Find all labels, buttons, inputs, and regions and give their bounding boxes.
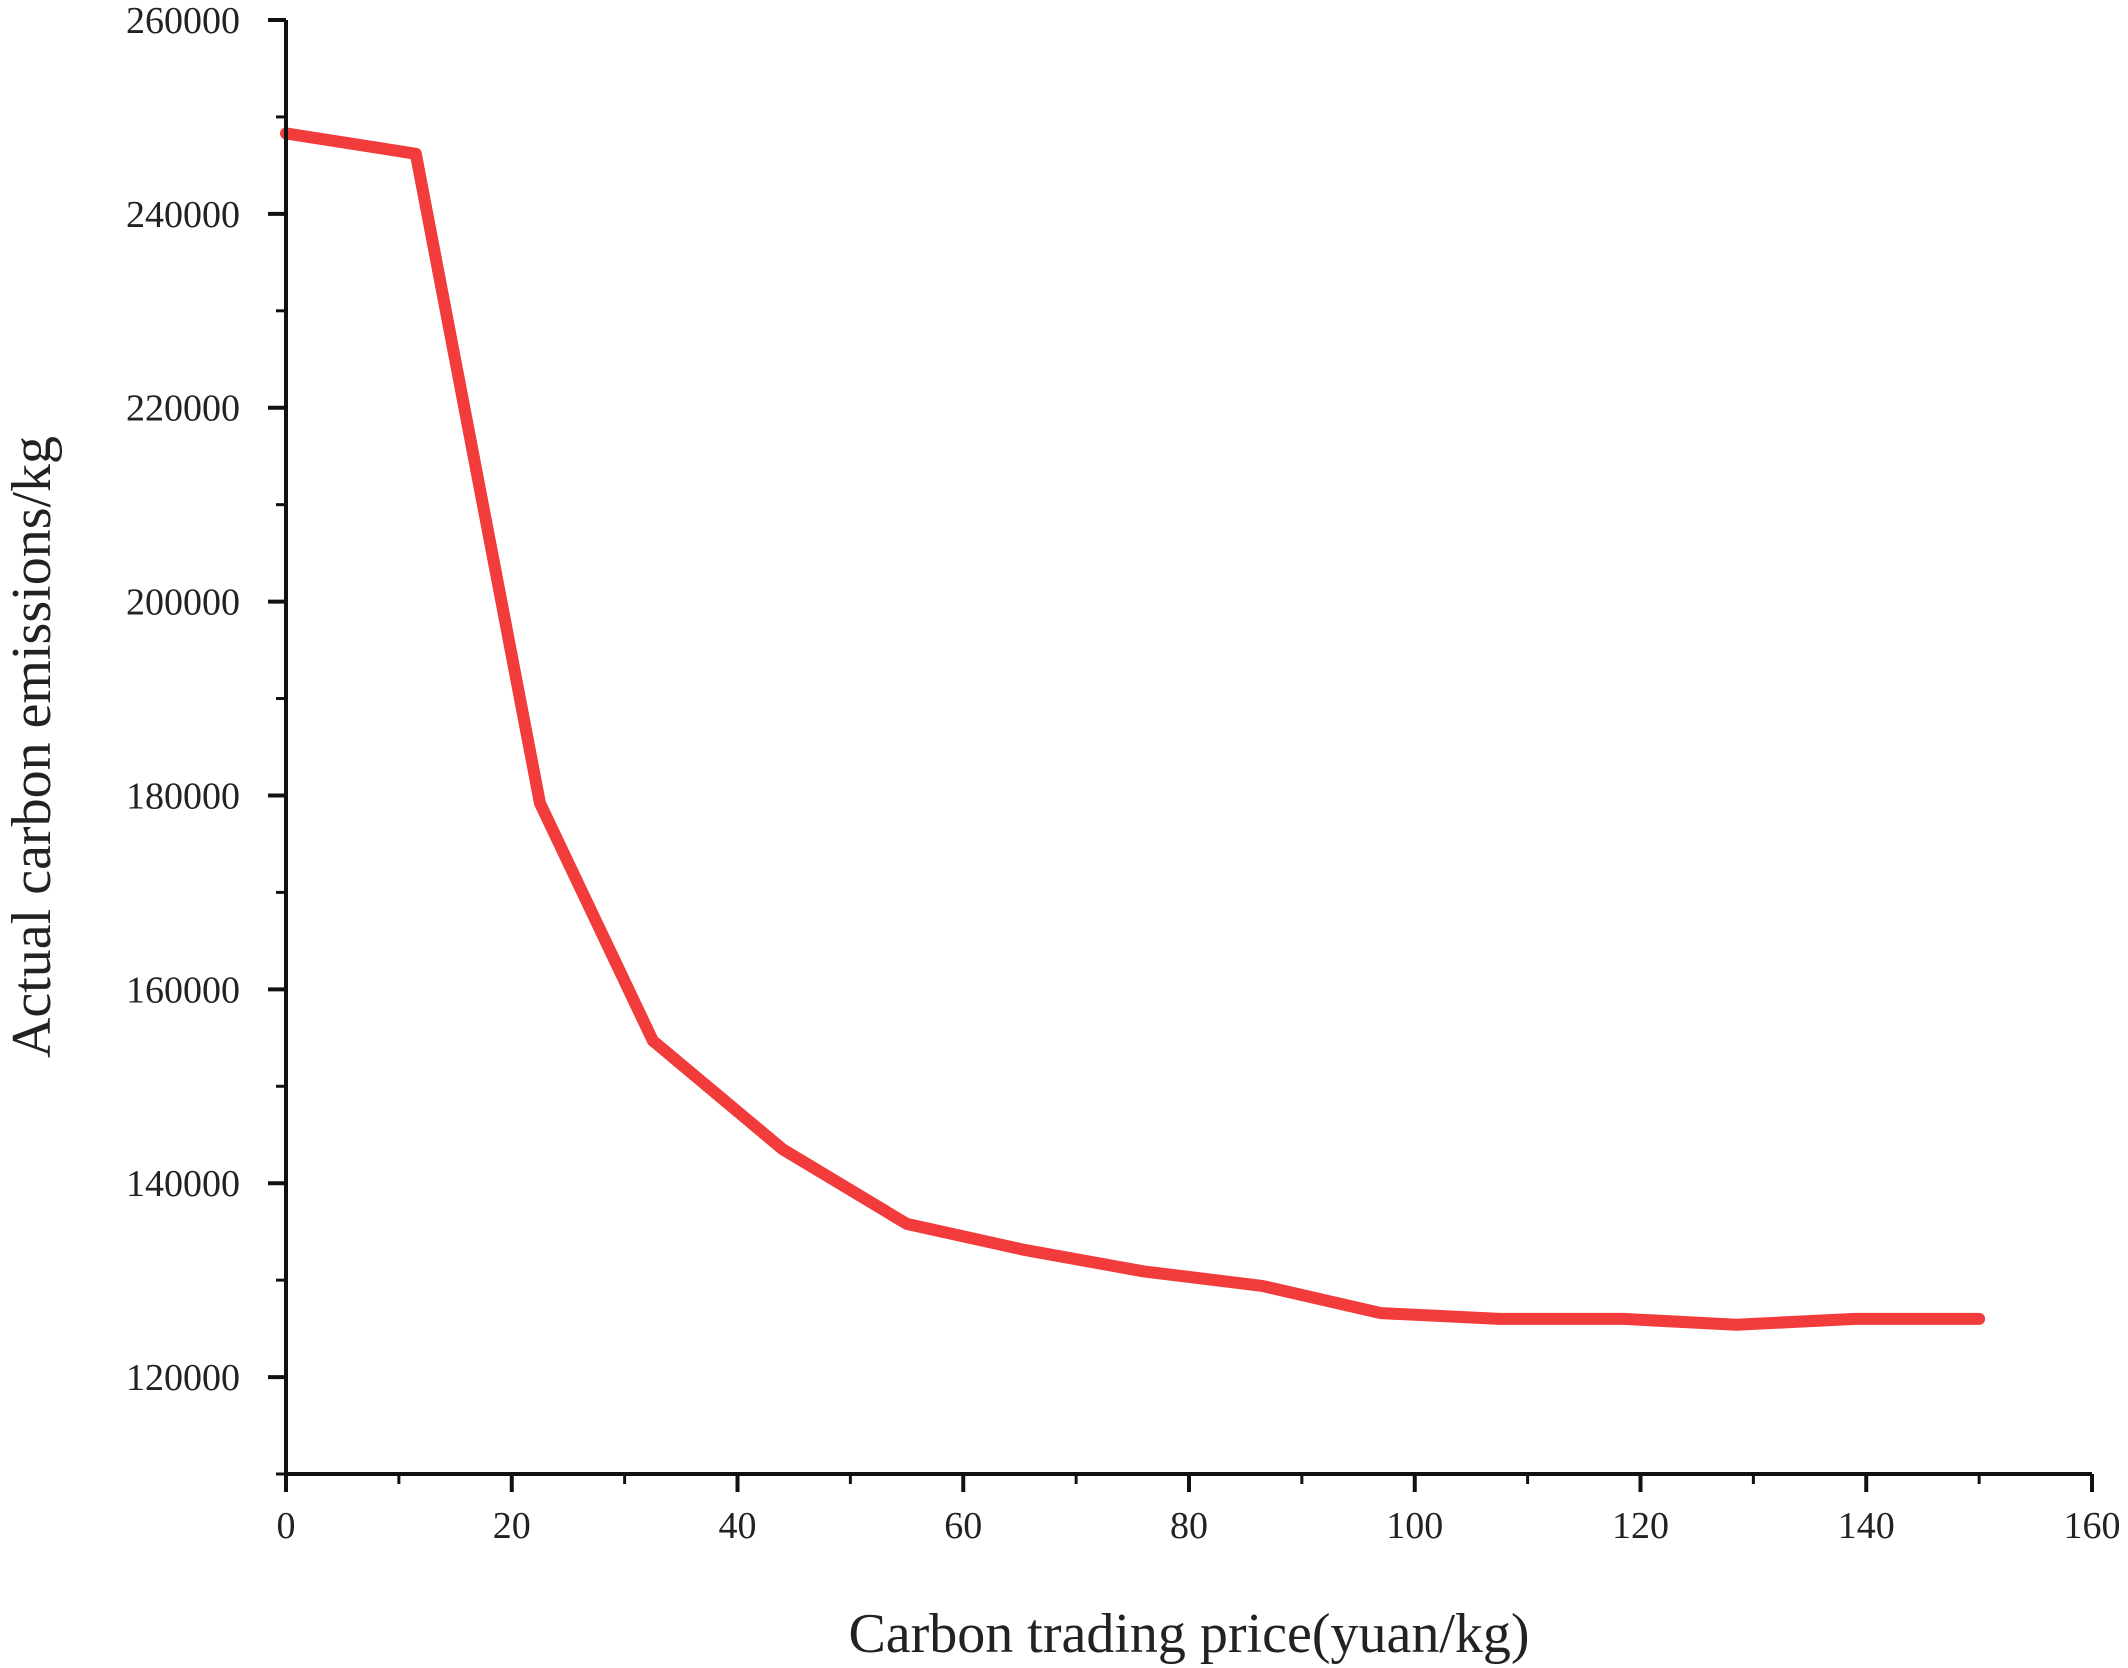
x-axis-title: Carbon trading price(yuan/kg)	[848, 1603, 1529, 1665]
x-tick-label: 60	[944, 1505, 982, 1547]
x-tick-label: 100	[1386, 1505, 1443, 1547]
series-line	[280, 127, 1986, 1331]
y-tick-labels: 120000 140000 160000 180000 200000 220000 2400…	[126, 0, 240, 1399]
x-tick-label: 120	[1612, 1505, 1669, 1547]
x-tick-label: 20	[493, 1505, 531, 1547]
y-major-ticks	[268, 18, 286, 1380]
x-tick-label: 80	[1170, 1505, 1208, 1547]
y-minor-ticks	[276, 115, 286, 1476]
y-tick-label: 260000	[126, 0, 240, 42]
x-tick-label: 40	[719, 1505, 757, 1547]
y-tick-label: 180000	[126, 775, 240, 817]
y-tick-label: 120000	[126, 1357, 240, 1399]
x-major-ticks	[284, 1474, 2094, 1492]
y-tick-label: 140000	[126, 1163, 240, 1205]
y-tick-label: 200000	[126, 582, 240, 624]
x-tick-label: 0	[277, 1505, 296, 1547]
x-tick-labels: 0 20 40 60 80 100 120 140 160	[277, 1505, 2121, 1547]
y-tick-label: 240000	[126, 194, 240, 236]
x-tick-label: 160	[2064, 1505, 2121, 1547]
y-axis-title: Actual carbon emissions/kg	[1, 436, 63, 1058]
y-tick-label: 220000	[126, 388, 240, 430]
y-tick-label: 160000	[126, 969, 240, 1011]
x-tick-label: 140	[1838, 1505, 1895, 1547]
series-layer	[280, 127, 1986, 1331]
